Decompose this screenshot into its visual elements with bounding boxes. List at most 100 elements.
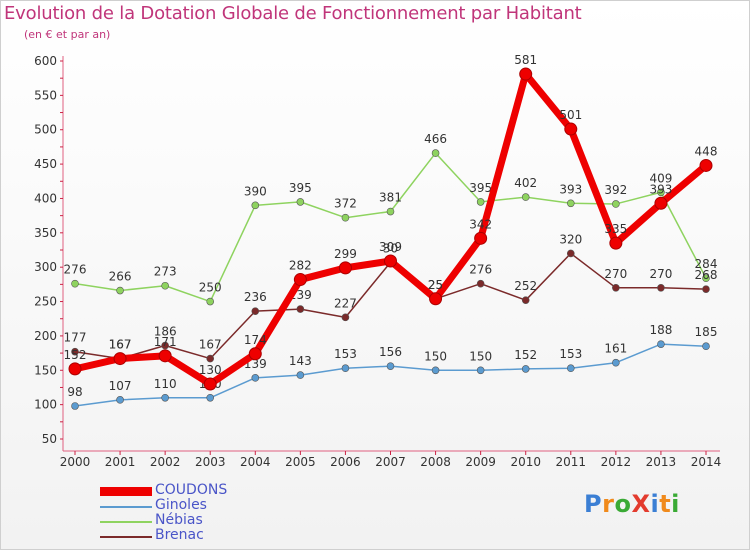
chart-subtitle: (en € et par an): [24, 28, 111, 41]
x-tick-label: 2010: [510, 455, 541, 469]
data-point: [116, 396, 124, 404]
data-label: 110: [154, 377, 177, 391]
data-point: [657, 340, 665, 348]
data-point: [296, 305, 305, 313]
data-label: 153: [334, 347, 357, 361]
data-label: 335: [604, 222, 627, 236]
x-tick-label: 2004: [240, 455, 271, 469]
logo-letter: i: [650, 490, 660, 518]
logo-letter: r: [602, 490, 615, 518]
y-tick-label: 450: [34, 157, 57, 171]
data-point: [341, 213, 350, 222]
x-tick-label: 2001: [105, 455, 136, 469]
data-point: [341, 313, 350, 322]
data-label: 276: [469, 263, 492, 277]
data-point: [609, 236, 623, 250]
y-tick-label: 350: [34, 226, 57, 240]
data-label: 320: [559, 232, 582, 246]
data-point: [564, 122, 578, 136]
data-point: [251, 307, 260, 315]
data-point: [566, 249, 575, 258]
x-tick-label: 2005: [285, 455, 316, 469]
data-label: 152: [64, 348, 87, 362]
data-point: [203, 377, 217, 391]
x-tick-label: 2011: [556, 455, 587, 469]
data-point: [206, 354, 215, 363]
data-point: [386, 207, 395, 216]
data-point: [521, 193, 530, 201]
data-label: 174: [244, 333, 267, 347]
logo-letter: X: [631, 490, 651, 518]
data-point: [293, 273, 307, 287]
data-label: 227: [334, 296, 357, 310]
data-point: [657, 283, 665, 292]
y-tick-label: 250: [34, 295, 57, 309]
legend-swatch: [100, 505, 152, 508]
data-point: [702, 285, 710, 293]
data-point: [384, 254, 397, 268]
data-label: 188: [649, 323, 672, 337]
data-label: 299: [334, 247, 357, 261]
legend-swatch: [100, 535, 152, 538]
data-point: [161, 393, 169, 402]
data-label: 273: [154, 265, 177, 279]
data-point: [161, 341, 169, 350]
y-tick-label: 550: [34, 88, 57, 102]
x-tick-label: 2012: [601, 455, 632, 469]
data-label: 143: [289, 354, 312, 368]
logo-letter: t: [659, 490, 672, 518]
data-point: [113, 352, 127, 366]
data-label: 393: [649, 182, 672, 196]
data-point: [251, 201, 260, 210]
y-tick-label: 100: [34, 398, 57, 412]
logo-letter: i: [671, 490, 680, 518]
data-label: 130: [199, 363, 222, 377]
data-label: 501: [559, 108, 582, 122]
data-point: [116, 286, 124, 295]
chart-legend: COUDONS Ginoles Nébias Brenac: [100, 482, 340, 544]
data-point: [68, 362, 82, 376]
y-tick-label: 150: [34, 363, 57, 377]
data-point: [476, 198, 485, 206]
data-label: 390: [244, 184, 267, 198]
data-point: [431, 149, 440, 157]
data-label: 152: [514, 348, 537, 362]
data-label: 107: [109, 379, 132, 393]
data-point: [476, 279, 485, 288]
data-label: 30: [383, 241, 398, 255]
data-point: [248, 347, 262, 361]
data-point: [519, 67, 533, 81]
y-tick-label: 200: [34, 329, 57, 343]
data-point: [612, 200, 620, 208]
data-label: 309: [379, 240, 402, 254]
data-label: 342: [469, 217, 492, 231]
x-tick-label: 2006: [330, 455, 361, 469]
data-label: 448: [695, 144, 718, 158]
data-label: 266: [109, 270, 132, 284]
data-point: [161, 281, 169, 290]
legend-swatch: [100, 487, 152, 496]
legend-item: COUDONS: [100, 482, 340, 499]
data-point: [476, 366, 485, 375]
data-point: [612, 358, 620, 367]
data-label: 167: [109, 338, 132, 352]
data-label: 25: [428, 278, 443, 292]
data-point: [71, 402, 79, 410]
data-label: 270: [649, 267, 672, 281]
y-tick-label: 500: [34, 123, 57, 137]
data-label: 153: [559, 347, 582, 361]
data-point: [431, 366, 440, 375]
logo-letter: P: [584, 490, 603, 518]
data-label: 284: [695, 257, 718, 271]
data-point: [702, 342, 710, 351]
y-tick-label: 50: [42, 432, 57, 446]
data-point: [158, 349, 172, 363]
data-point: [474, 231, 488, 245]
y-tick-label: 400: [34, 191, 57, 205]
data-point: [657, 188, 665, 197]
x-tick-label: 2003: [195, 455, 226, 469]
x-tick-label: 2007: [375, 455, 406, 469]
data-label: 581: [514, 53, 537, 67]
x-tick-label: 2014: [691, 455, 722, 469]
